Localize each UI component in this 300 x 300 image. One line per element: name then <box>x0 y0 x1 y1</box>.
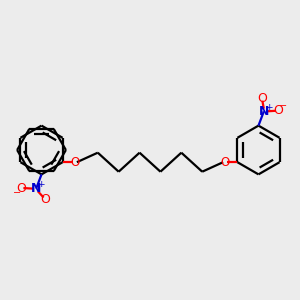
Text: +: + <box>265 103 272 112</box>
Text: N: N <box>259 105 269 118</box>
Text: −: − <box>278 101 286 111</box>
Text: +: + <box>37 180 45 189</box>
Text: O: O <box>40 193 50 206</box>
Text: O: O <box>16 182 26 194</box>
Text: N: N <box>31 182 41 195</box>
Text: O: O <box>273 104 283 117</box>
Text: O: O <box>70 156 79 169</box>
Text: O: O <box>257 92 267 105</box>
Text: O: O <box>221 156 230 169</box>
Text: −: − <box>13 188 21 198</box>
